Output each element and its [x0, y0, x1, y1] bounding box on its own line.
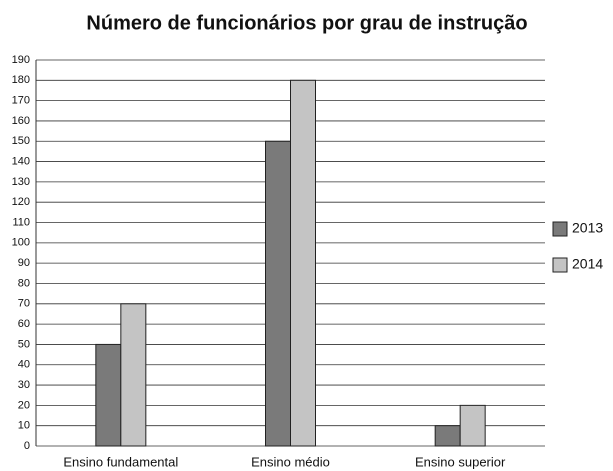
chart-title: Número de funcionários por grau de instr… — [86, 12, 527, 34]
y-tick-label: 10 — [18, 420, 30, 432]
y-tick-label: 90 — [18, 257, 30, 269]
y-tick-label: 100 — [12, 237, 30, 249]
y-tick-label: 110 — [12, 216, 30, 228]
bar — [290, 79, 316, 447]
y-tick-label: 40 — [18, 359, 30, 371]
y-tick-label: 120 — [12, 196, 30, 208]
bar — [459, 404, 486, 447]
bar — [265, 140, 291, 447]
legend-label: 2014 — [572, 256, 603, 272]
y-tick-label: 80 — [18, 277, 30, 289]
legend-swatch — [552, 257, 568, 273]
legend-swatch — [552, 221, 568, 237]
y-tick-label: 30 — [18, 379, 30, 391]
y-tick-label: 0 — [24, 440, 30, 452]
y-tick-label: 50 — [18, 338, 30, 350]
legend-label: 2013 — [572, 220, 603, 236]
x-tick-label: Ensino médio — [251, 454, 330, 469]
bar — [120, 303, 147, 447]
y-tick-label: 150 — [12, 135, 30, 147]
bar — [95, 343, 122, 447]
y-tick-label: 130 — [12, 176, 30, 188]
y-tick-label: 160 — [12, 115, 30, 127]
y-tick-label: 60 — [18, 318, 30, 330]
x-tick-label: Ensino fundamental — [63, 454, 178, 469]
bar — [434, 425, 461, 447]
y-tick-label: 170 — [12, 95, 30, 107]
y-tick-label: 20 — [18, 399, 30, 411]
y-tick-label: 140 — [12, 155, 30, 167]
y-tick-label: 70 — [18, 298, 30, 310]
y-tick-label: 190 — [12, 54, 30, 66]
x-tick-label: Ensino superior — [415, 454, 506, 469]
y-tick-label: 180 — [12, 74, 30, 86]
